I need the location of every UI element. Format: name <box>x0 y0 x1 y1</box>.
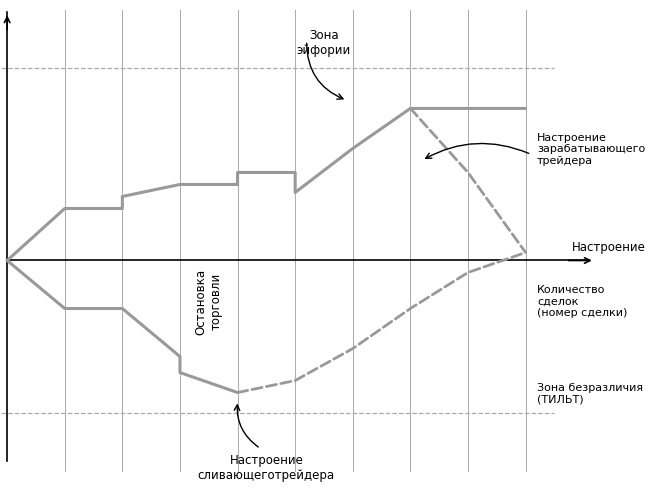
Text: Настроение
зарабатывающего
трейдера: Настроение зарабатывающего трейдера <box>537 133 645 166</box>
Text: Настроение: Настроение <box>571 241 646 253</box>
Text: Зона безразличия
(ТИЛЬТ): Зона безразличия (ТИЛЬТ) <box>537 382 643 404</box>
Text: Количество
сделок
(номер сделки): Количество сделок (номер сделки) <box>537 285 627 318</box>
Text: Зона
эйфории: Зона эйфории <box>297 29 351 57</box>
Text: Остановка
торговли: Остановка торговли <box>195 268 223 334</box>
Text: Настроение
сливающеготрейдера: Настроение сливающеготрейдера <box>198 453 335 481</box>
